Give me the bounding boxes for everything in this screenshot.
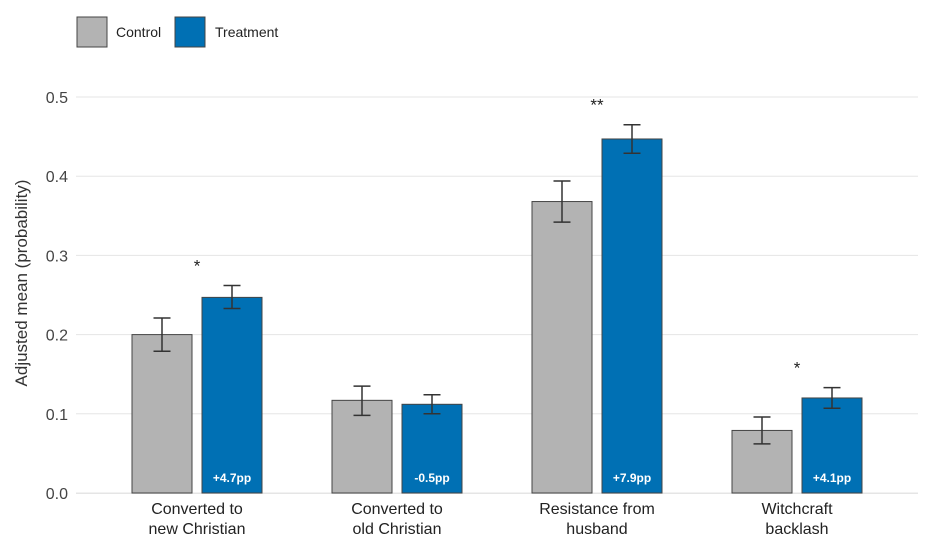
- y-axis-ticks: 0.0 0.1 0.2 0.3 0.4 0.5: [46, 90, 68, 503]
- x-category-label: Witchcraft: [761, 501, 833, 518]
- x-category-label: Resistance from: [539, 501, 655, 518]
- difference-label: +4.1pp: [813, 471, 851, 485]
- significance-marker: **: [590, 96, 604, 115]
- difference-label: -0.5pp: [414, 471, 449, 485]
- legend-label-treatment: Treatment: [215, 24, 278, 40]
- x-category-label: new Christian: [149, 521, 246, 538]
- bars: [131, 138, 863, 494]
- x-category-label: backlash: [765, 521, 828, 538]
- y-tick-label: 0.3: [46, 248, 68, 265]
- y-tick-label: 0.5: [46, 90, 68, 107]
- bar-treatment: [201, 296, 263, 494]
- x-category-label: Converted to: [351, 501, 443, 518]
- x-axis-categories: Converted to new Christian Converted to old…: [149, 501, 834, 538]
- bar-control: [131, 334, 193, 494]
- x-category-label: husband: [566, 521, 627, 538]
- error-bars: [153, 123, 841, 445]
- difference-label: +4.7pp: [213, 471, 251, 485]
- bar-treatment: [601, 138, 663, 494]
- difference-label: +7.9pp: [613, 471, 651, 485]
- bar-treatment: [401, 403, 463, 494]
- significance-marker: *: [194, 256, 201, 275]
- significance-marker: *: [794, 359, 801, 378]
- y-axis-title: Adjusted mean (probability): [12, 180, 31, 387]
- y-tick-label: 0.1: [46, 407, 68, 424]
- legend-label-control: Control: [116, 24, 161, 40]
- y-tick-label: 0.2: [46, 328, 68, 345]
- legend: Control Treatment: [76, 16, 278, 48]
- x-category-label: old Christian: [353, 521, 442, 538]
- x-category-label: Converted to: [151, 501, 243, 518]
- legend-swatch-control: [76, 16, 108, 48]
- y-tick-label: 0.4: [46, 169, 68, 186]
- y-tick-label: 0.0: [46, 486, 68, 503]
- legend-swatch-treatment: [174, 16, 206, 48]
- bar-labels: +4.7pp * -0.5pp +7.9pp ** +4.1pp *: [194, 96, 851, 485]
- bar-control: [531, 201, 593, 494]
- bar-treatment: [801, 397, 863, 494]
